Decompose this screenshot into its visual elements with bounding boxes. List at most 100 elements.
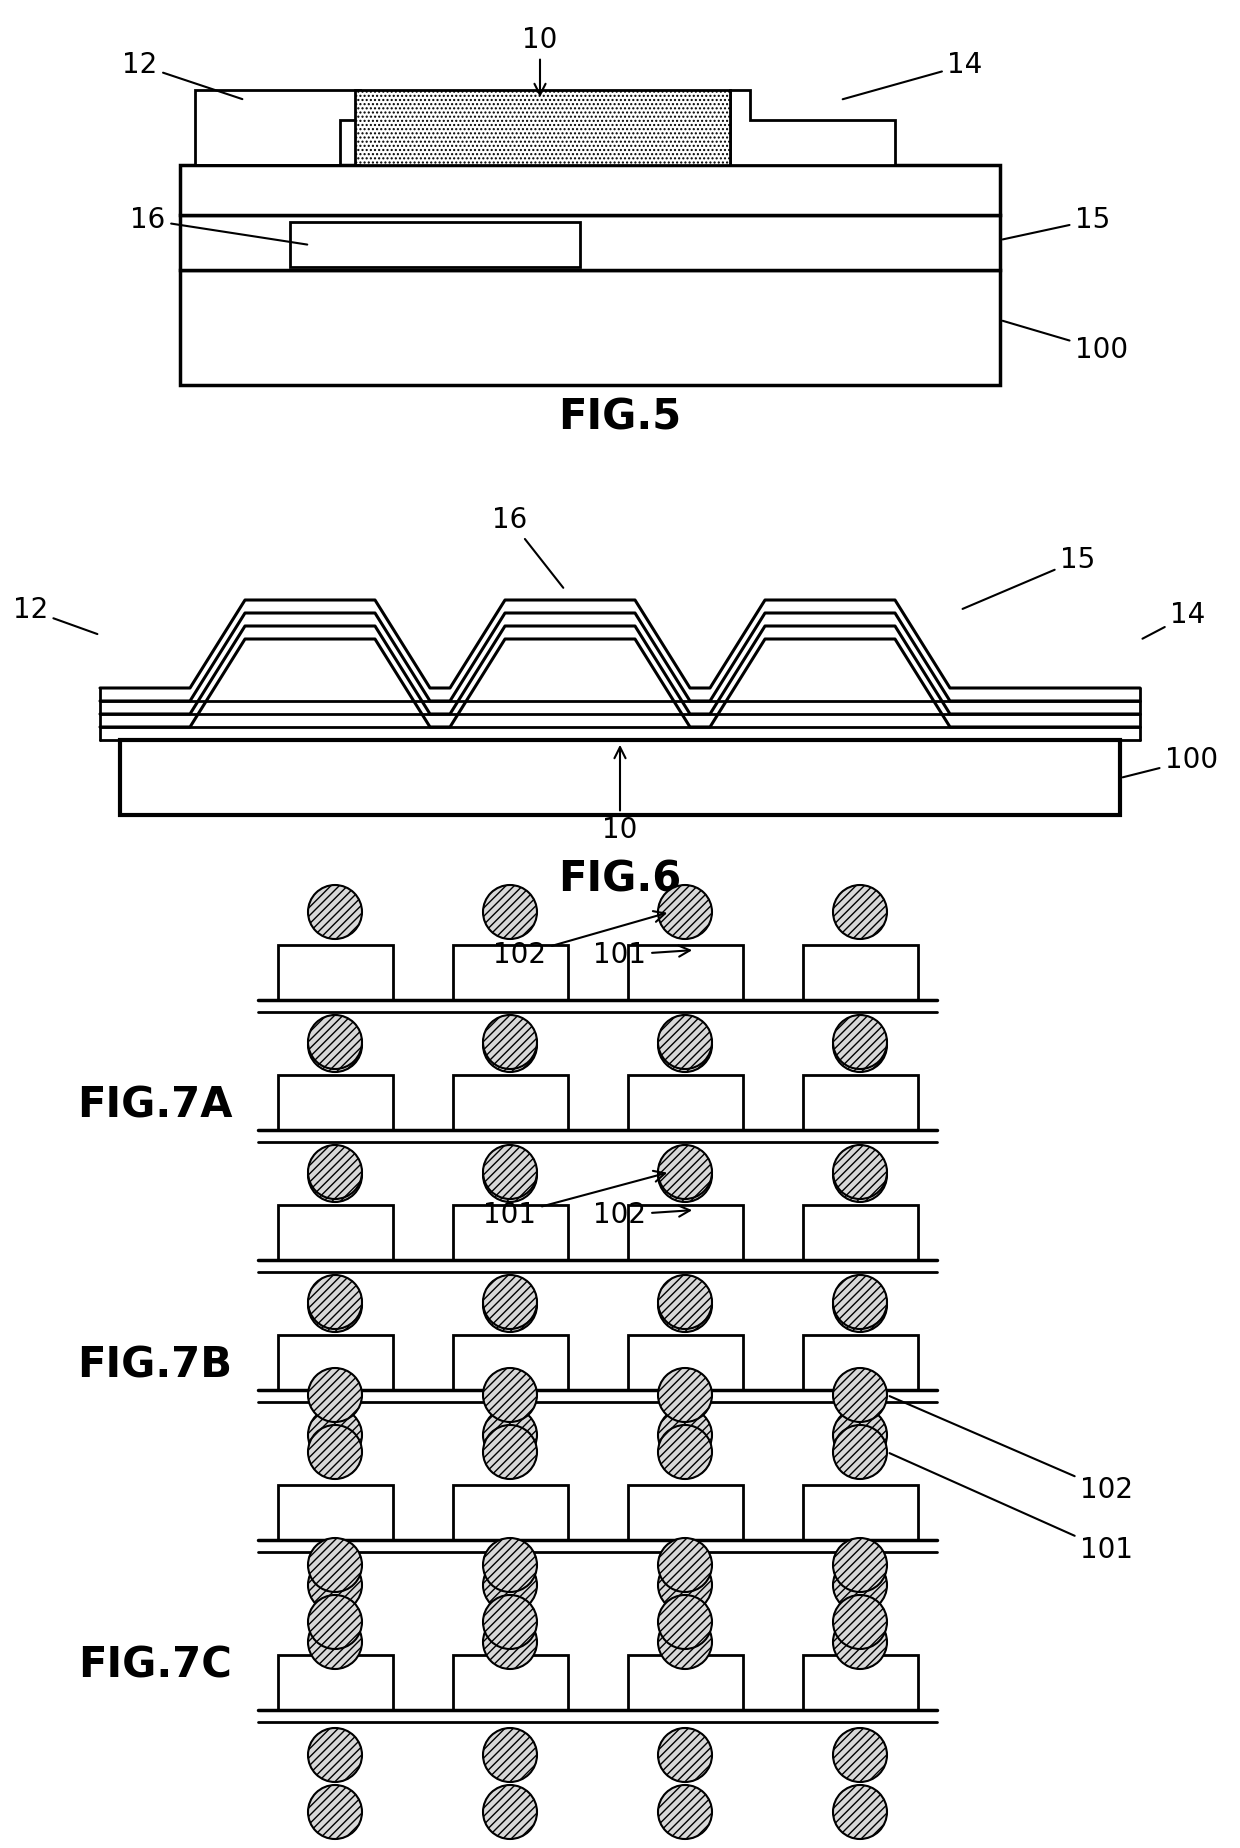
Text: FIG.5: FIG.5 (558, 397, 682, 440)
Bar (453, 1656, 568, 1709)
Text: 101: 101 (594, 941, 689, 968)
Circle shape (484, 1538, 537, 1591)
Bar (804, 944, 918, 1000)
Circle shape (833, 1146, 887, 1199)
Circle shape (308, 1615, 362, 1669)
Text: 12: 12 (12, 597, 98, 634)
Circle shape (484, 1558, 537, 1611)
Bar (804, 1205, 918, 1260)
Circle shape (658, 1275, 712, 1329)
Circle shape (658, 1148, 712, 1201)
Circle shape (484, 1148, 537, 1201)
Bar (180, 214, 999, 270)
Circle shape (308, 1018, 362, 1072)
Bar (278, 1076, 393, 1129)
Text: 14: 14 (1142, 601, 1205, 639)
Text: 100: 100 (1122, 747, 1218, 778)
Circle shape (308, 1538, 362, 1591)
Bar (453, 1486, 568, 1539)
Circle shape (484, 1015, 537, 1068)
Circle shape (658, 1595, 712, 1648)
Circle shape (833, 1538, 887, 1591)
Bar (278, 1334, 393, 1390)
Circle shape (833, 1408, 887, 1462)
Circle shape (658, 1785, 712, 1839)
Bar (278, 1486, 393, 1539)
Circle shape (308, 1425, 362, 1478)
Bar (453, 1334, 568, 1390)
Circle shape (484, 1018, 537, 1072)
Circle shape (833, 1595, 887, 1648)
Text: 16: 16 (130, 205, 308, 244)
Bar (627, 1205, 743, 1260)
Polygon shape (730, 91, 895, 164)
Circle shape (658, 1728, 712, 1781)
Text: 100: 100 (1003, 322, 1128, 364)
Text: 15: 15 (962, 545, 1095, 608)
Circle shape (833, 1279, 887, 1332)
Bar (627, 1334, 743, 1390)
Circle shape (658, 1279, 712, 1332)
Circle shape (484, 1146, 537, 1199)
Bar (453, 1076, 568, 1129)
Text: 14: 14 (843, 52, 982, 100)
Text: FIG.7B: FIG.7B (77, 1343, 233, 1386)
Bar (180, 270, 999, 384)
Text: 101: 101 (484, 1172, 665, 1229)
Circle shape (658, 1146, 712, 1199)
Bar (278, 1656, 393, 1709)
Circle shape (833, 1425, 887, 1478)
Bar (804, 1486, 918, 1539)
Circle shape (308, 885, 362, 939)
Polygon shape (195, 91, 360, 164)
Circle shape (308, 1146, 362, 1199)
Circle shape (484, 1275, 537, 1329)
Bar (804, 1656, 918, 1709)
Circle shape (658, 1015, 712, 1068)
Text: 102: 102 (594, 1201, 689, 1229)
Bar (453, 1205, 568, 1260)
Circle shape (308, 1558, 362, 1611)
Circle shape (833, 1015, 887, 1068)
Bar (627, 1656, 743, 1709)
Text: FIG.7A: FIG.7A (77, 1085, 233, 1125)
Circle shape (484, 1615, 537, 1669)
Circle shape (484, 1785, 537, 1839)
Circle shape (833, 1148, 887, 1201)
Bar (804, 1334, 918, 1390)
Text: 101: 101 (889, 1453, 1133, 1563)
Circle shape (833, 1368, 887, 1421)
Circle shape (308, 1785, 362, 1839)
Circle shape (658, 1425, 712, 1478)
Bar (278, 1205, 393, 1260)
Circle shape (833, 885, 887, 939)
Text: 102: 102 (889, 1395, 1133, 1504)
Circle shape (833, 1275, 887, 1329)
Circle shape (484, 1279, 537, 1332)
Circle shape (308, 1279, 362, 1332)
Circle shape (308, 1015, 362, 1068)
Circle shape (833, 1615, 887, 1669)
Text: 12: 12 (123, 52, 242, 100)
Circle shape (484, 1368, 537, 1421)
Circle shape (308, 1148, 362, 1201)
Circle shape (308, 1728, 362, 1781)
Bar (627, 1486, 743, 1539)
Bar (627, 1076, 743, 1129)
Circle shape (833, 1018, 887, 1072)
Circle shape (833, 1785, 887, 1839)
Text: 15: 15 (1003, 205, 1110, 240)
Circle shape (658, 1558, 712, 1611)
Bar (355, 91, 730, 164)
Circle shape (484, 1595, 537, 1648)
Bar (180, 164, 999, 214)
Circle shape (484, 1425, 537, 1478)
Circle shape (484, 1408, 537, 1462)
Circle shape (658, 885, 712, 939)
Circle shape (308, 1368, 362, 1421)
Circle shape (658, 1408, 712, 1462)
Bar (120, 739, 1120, 815)
Circle shape (833, 1558, 887, 1611)
Circle shape (308, 1275, 362, 1329)
Text: 16: 16 (492, 506, 563, 588)
